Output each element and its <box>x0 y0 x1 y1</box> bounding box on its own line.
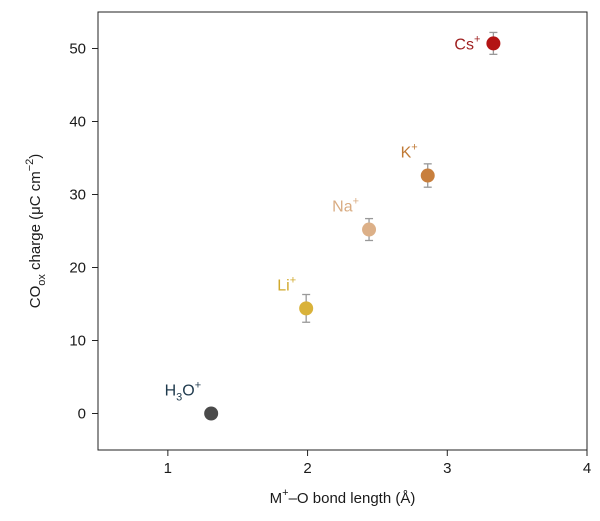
x-axis: 1 2 3 4 <box>164 450 591 477</box>
y-axis: 0 10 20 30 40 50 <box>69 41 98 423</box>
point-label: H3O+ <box>165 380 202 404</box>
plot-frame <box>97 11 588 451</box>
x-tick-label: 2 <box>303 460 311 477</box>
y-tick-label: 20 <box>69 260 86 277</box>
y-tick-label: 40 <box>69 114 86 131</box>
point-marker <box>420 168 435 183</box>
data-point: Li+ <box>277 274 314 323</box>
point-marker <box>362 222 377 237</box>
data-point: Na+ <box>332 196 377 242</box>
point-marker <box>204 406 219 421</box>
point-label: K+ <box>401 142 418 162</box>
point-marker <box>486 36 501 51</box>
y-axis-label: COox charge (μC cm−2) <box>24 154 48 309</box>
y-tick-label: 10 <box>69 333 86 350</box>
x-tick-label: 4 <box>583 460 591 477</box>
data-points: H3O+ Li+ Na+ K+ Cs+ <box>165 31 501 421</box>
data-point: Cs+ <box>454 31 501 55</box>
data-point: K+ <box>401 142 435 188</box>
point-label: Cs+ <box>454 33 480 53</box>
point-label: Na+ <box>332 196 359 216</box>
x-tick-label: 1 <box>164 460 172 477</box>
point-marker <box>299 301 314 316</box>
y-tick-label: 30 <box>69 187 86 204</box>
y-tick-label: 50 <box>69 41 86 58</box>
y-tick-label: 0 <box>78 406 86 423</box>
point-label: Li+ <box>277 274 296 294</box>
data-point: H3O+ <box>165 380 219 421</box>
x-tick-label: 3 <box>443 460 451 477</box>
x-axis-label: M+–O bond length (Å) <box>270 487 416 507</box>
